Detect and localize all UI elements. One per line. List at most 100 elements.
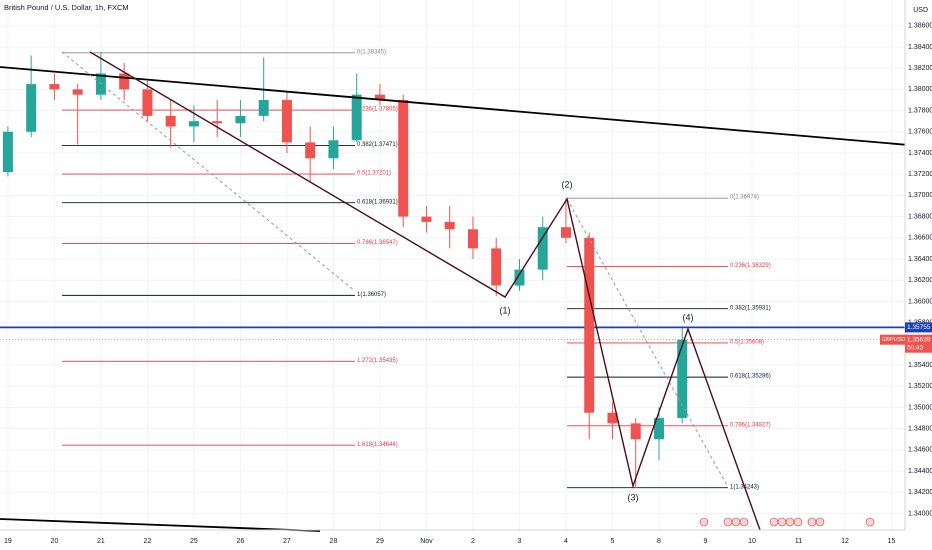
candle-body bbox=[444, 221, 455, 230]
y-tick-label: 1.38400 bbox=[908, 44, 932, 51]
candle-body bbox=[607, 412, 618, 424]
fib-label: 1.272(1.35435) bbox=[357, 358, 398, 364]
candle-body bbox=[560, 227, 571, 238]
candle-body bbox=[584, 237, 595, 413]
y-tick-label: 1.34800 bbox=[908, 425, 932, 432]
y-tick-label: 1.37800 bbox=[908, 107, 932, 114]
candle-body bbox=[491, 248, 502, 286]
x-tick-label: 15 bbox=[888, 538, 896, 545]
chart-title: British Pound / U.S. Dollar, 1h, FXCM bbox=[4, 3, 129, 12]
x-tick-label: 10 bbox=[748, 538, 756, 545]
y-tick-label: 1.37000 bbox=[908, 192, 932, 199]
symbol-tag bbox=[880, 334, 905, 345]
wave-label: (4) bbox=[683, 312, 694, 322]
candle-body bbox=[119, 73, 130, 90]
y-tick-label: 1.37200 bbox=[908, 171, 932, 178]
candle-body bbox=[421, 216, 432, 222]
y-tick-label: 1.36800 bbox=[908, 213, 932, 220]
x-tick-label: 26 bbox=[237, 538, 245, 545]
y-tick-label: 1.36400 bbox=[908, 256, 932, 263]
x-tick-label: 3 bbox=[518, 538, 522, 545]
y-tick-label: 1.38600 bbox=[908, 23, 932, 30]
y-tick-label: 1.34200 bbox=[908, 489, 932, 496]
y-tick-label: 1.36200 bbox=[908, 277, 932, 284]
candle-body bbox=[188, 121, 199, 127]
fib-label: 0.618(1.36931) bbox=[357, 199, 398, 205]
fib-label: 0(1.38345) bbox=[357, 49, 386, 55]
candle-body bbox=[677, 339, 688, 419]
wave-label: (2) bbox=[562, 179, 573, 189]
trend-line bbox=[0, 518, 321, 532]
x-tick-label: 27 bbox=[283, 538, 291, 545]
price-tag-label: 1.35755 bbox=[907, 324, 931, 331]
candle-body bbox=[305, 142, 316, 159]
fib-label: 0.382(1.35931) bbox=[730, 305, 771, 311]
countdown: 50:43 bbox=[907, 344, 924, 351]
wave-label: (3) bbox=[628, 492, 639, 502]
event-icons bbox=[699, 517, 875, 527]
candle-body bbox=[630, 423, 641, 440]
y-tick-label: 1.34400 bbox=[908, 468, 932, 475]
x-tick-label: 28 bbox=[330, 538, 338, 545]
y-tick-label: 1.38200 bbox=[908, 65, 932, 72]
candle-body bbox=[212, 121, 223, 124]
candle-body bbox=[398, 99, 409, 217]
candle-body bbox=[258, 99, 269, 116]
candle-body bbox=[328, 140, 339, 159]
fib-label: 0.236(1.36329) bbox=[730, 263, 771, 269]
fib-trend bbox=[566, 198, 729, 488]
x-tick-label: 5 bbox=[611, 538, 615, 545]
y-tick-label: 1.37600 bbox=[908, 129, 932, 136]
x-tick-label: 20 bbox=[51, 538, 59, 545]
y-tick-label: 1.35400 bbox=[908, 362, 932, 369]
x-tick-label: 21 bbox=[97, 538, 105, 545]
candle-body bbox=[653, 418, 664, 440]
y-tick-label: 1.35200 bbox=[908, 383, 932, 390]
x-tick-label: 2 bbox=[471, 538, 475, 545]
price-tag bbox=[905, 322, 932, 333]
last-price-label: 1.35639 bbox=[907, 336, 931, 343]
x-tick-label: Nov bbox=[420, 538, 433, 545]
x-tick-label: 4 bbox=[564, 538, 568, 545]
candle-body bbox=[235, 115, 246, 124]
fib-label: 0.236(1.37805) bbox=[357, 107, 398, 113]
x-tick-label: 11 bbox=[795, 538, 802, 545]
candle-body bbox=[514, 269, 525, 286]
y-tick-label: 1.36600 bbox=[908, 235, 932, 242]
fib-label: 0.786(1.34827) bbox=[730, 422, 771, 428]
fib-label: 0.382(1.37471) bbox=[357, 142, 398, 148]
elliott-wave bbox=[89, 51, 761, 531]
candle-body bbox=[49, 84, 60, 90]
y-tick-label: 1.38000 bbox=[908, 86, 932, 93]
candle-body bbox=[467, 229, 478, 249]
fib-label: 0.786(1.36547) bbox=[357, 240, 398, 246]
y-tick-label: 1.34000 bbox=[908, 510, 932, 517]
wave-label: (1) bbox=[500, 305, 511, 315]
symbol-label: GBPUSD bbox=[882, 337, 905, 343]
trend-line bbox=[0, 66, 932, 148]
x-tick-label: 19 bbox=[4, 538, 12, 545]
fib-label: 0(1.36974) bbox=[730, 195, 759, 201]
fib-label: 0.618(1.35286) bbox=[730, 374, 771, 380]
price-axis bbox=[905, 0, 932, 550]
candle-body bbox=[26, 84, 37, 132]
fib-label: 0.5(1.35608) bbox=[730, 340, 764, 346]
candle-body bbox=[165, 115, 176, 127]
y-tick-label: 1.34600 bbox=[908, 447, 932, 454]
x-tick-label: 22 bbox=[144, 538, 152, 545]
candle-body bbox=[374, 94, 385, 100]
x-tick-label: 9 bbox=[704, 538, 708, 545]
y-tick-label: 1.37400 bbox=[908, 150, 932, 157]
fib-label: 1(1.36057) bbox=[357, 292, 386, 298]
fib-label: 1.618(1.34644) bbox=[357, 442, 398, 448]
candle-body bbox=[142, 89, 153, 116]
y-tick-label: 1.35000 bbox=[908, 404, 932, 411]
x-tick-label: 25 bbox=[190, 538, 198, 545]
candle-body bbox=[72, 89, 83, 95]
x-tick-label: 29 bbox=[376, 538, 384, 545]
candle-body bbox=[537, 227, 548, 270]
candle-body bbox=[281, 99, 292, 143]
x-tick-label: 12 bbox=[841, 538, 849, 545]
